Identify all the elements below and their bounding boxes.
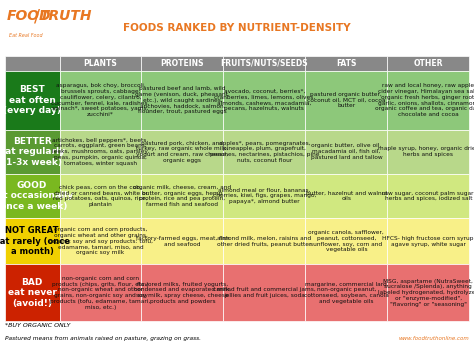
Bar bbox=[5, 174, 60, 218]
Text: organic corn and corn products,
organic wheat and other grains,
organic soy and : organic corn and corn products, organic … bbox=[48, 227, 153, 255]
Bar bbox=[305, 56, 387, 71]
Bar bbox=[223, 56, 305, 71]
Text: FOODS RANKED BY NUTRIENT-DENSITY: FOODS RANKED BY NUTRIENT-DENSITY bbox=[123, 23, 351, 33]
Text: BEST
eat often
(every day): BEST eat often (every day) bbox=[3, 85, 61, 115]
Text: margarine, commercial lard,
non-organic peanut,
cottonseed, soybean, canola
and : margarine, commercial lard, non-organic … bbox=[304, 282, 389, 304]
Bar bbox=[5, 130, 60, 174]
Text: Pastured means from animals raised on pasture, grazing on grass.: Pastured means from animals raised on pa… bbox=[5, 336, 201, 341]
Text: maple syrup, honey, organic dried
herbs and spices: maple syrup, honey, organic dried herbs … bbox=[378, 146, 474, 157]
Text: almond milk, melon, raisins and
other dried fruits, peanut butter: almond milk, melon, raisins and other dr… bbox=[217, 236, 311, 247]
Bar bbox=[60, 264, 142, 321]
Text: pastured beef and lamb, wild
game (venison, duck, pheasant,
etc.), wild caught s: pastured beef and lamb, wild game (venis… bbox=[135, 86, 230, 114]
Text: TRUTH: TRUTH bbox=[39, 9, 92, 23]
Bar bbox=[223, 174, 305, 218]
Text: FRUITS/NUTS/SEEDS: FRUITS/NUTS/SEEDS bbox=[220, 59, 308, 68]
Text: GOOD
eat occasionally
(once a week): GOOD eat occasionally (once a week) bbox=[0, 181, 73, 211]
Bar bbox=[387, 174, 469, 218]
Bar bbox=[305, 218, 387, 264]
Bar bbox=[305, 71, 387, 130]
Text: FOOD: FOOD bbox=[7, 9, 52, 23]
Text: pastured organic butter,
coconut oil, MCT oil, cocoa
butter: pastured organic butter, coconut oil, MC… bbox=[307, 92, 385, 108]
Bar bbox=[5, 71, 60, 130]
Text: HFCS- high fructose corn syrup,
agave syrup, white sugar: HFCS- high fructose corn syrup, agave sy… bbox=[382, 236, 474, 247]
Text: organic butter, olive oil,
macadamia oil, fish oil,
pastured lard and tallow: organic butter, olive oil, macadamia oil… bbox=[310, 144, 382, 160]
Text: artichokes, bell peppers*, beets,
carrots, eggplant, green beans,
leeks, mushroo: artichokes, bell peppers*, beets, carrot… bbox=[52, 138, 149, 166]
Text: organic milk, cheese, cream, and
butter, organic eggs, hemp
protein, rice and pe: organic milk, cheese, cream, and butter,… bbox=[133, 185, 231, 207]
Text: butter, hazelnut and walnut
oils: butter, hazelnut and walnut oils bbox=[306, 191, 387, 201]
Text: /: / bbox=[34, 8, 40, 26]
Text: www.foodtruthonline.com: www.foodtruthonline.com bbox=[399, 336, 469, 341]
Text: apples*, pears, pomegranates,
pineapple, plum, grapefruit,
peaches, nectarines, : apples*, pears, pomegranates, pineapple,… bbox=[210, 140, 319, 163]
Text: almond meal or flour, bananas,
cherries, kiwi, figs, grapes, mango,
papaya*, alm: almond meal or flour, bananas, cherries,… bbox=[213, 188, 316, 204]
Bar bbox=[5, 218, 60, 264]
Bar bbox=[60, 174, 142, 218]
Bar bbox=[223, 130, 305, 174]
Text: pastured pork, chicken, and
turkey, raw organic whole milk,
yogurt and cream, ra: pastured pork, chicken, and turkey, raw … bbox=[137, 140, 228, 163]
Text: canned fruit and commercial jams,
jellies and fruit juices, soda: canned fruit and commercial jams, jellie… bbox=[213, 287, 316, 298]
Bar bbox=[387, 130, 469, 174]
Bar bbox=[60, 218, 142, 264]
Bar bbox=[142, 130, 223, 174]
Text: organic canola, safflower,
peanut, cottonseed,
sunflower, soy, corn and
vegetabl: organic canola, safflower, peanut, cotto… bbox=[309, 230, 384, 252]
Bar bbox=[223, 71, 305, 130]
Text: *BUY ORGANIC ONLY: *BUY ORGANIC ONLY bbox=[5, 323, 70, 328]
Bar bbox=[142, 264, 223, 321]
Bar bbox=[142, 218, 223, 264]
Text: avocado, coconut, berries*,
cranberries, limes, lemons, olives,
almonds, cashews: avocado, coconut, berries*, cranberries,… bbox=[214, 89, 315, 111]
Text: BAD
eat never
(avoid!): BAD eat never (avoid!) bbox=[8, 278, 56, 308]
Text: factory-farmed eggs, meat, fish
and seafood: factory-farmed eggs, meat, fish and seaf… bbox=[136, 236, 229, 247]
Text: chick peas, corn on the cob,
dried or canned beans, white or
red potatoes, oats,: chick peas, corn on the cob, dried or ca… bbox=[54, 185, 148, 207]
Bar bbox=[60, 130, 142, 174]
Bar bbox=[305, 174, 387, 218]
Text: raw and local honey, raw apple
cider vinegar, Himalayan sea salt,
organic fresh : raw and local honey, raw apple cider vin… bbox=[375, 83, 474, 117]
Text: PROTEINS: PROTEINS bbox=[161, 59, 204, 68]
Bar bbox=[142, 174, 223, 218]
Bar bbox=[223, 264, 305, 321]
Bar bbox=[387, 56, 469, 71]
Text: Eat Real Food: Eat Real Food bbox=[9, 33, 42, 38]
Text: asparagus, bok choy, broccoli,
brussels sprouts, cabbage,
cauliflower, celery, c: asparagus, bok choy, broccoli, brussels … bbox=[51, 83, 150, 117]
Text: flavored milks, fruited yogurts,
condensed and evaporated milk,
soy milk, spray : flavored milks, fruited yogurts, condens… bbox=[134, 282, 231, 304]
Bar bbox=[5, 56, 60, 71]
Text: OTHER: OTHER bbox=[413, 59, 443, 68]
Text: raw sugar, coconut palm sugar,
herbs and spices, iodized salt: raw sugar, coconut palm sugar, herbs and… bbox=[382, 191, 474, 201]
Bar bbox=[60, 56, 142, 71]
Bar bbox=[305, 264, 387, 321]
Bar bbox=[387, 264, 469, 321]
Bar bbox=[223, 218, 305, 264]
Text: NOT GREAT
eat rarely (once
a month): NOT GREAT eat rarely (once a month) bbox=[0, 226, 70, 257]
Text: MSG, aspartame (NutraSweet,
sucralose /Splenda), anything
labeled hydrogenated, : MSG, aspartame (NutraSweet, sucralose /S… bbox=[378, 279, 474, 307]
Text: non-organic corn and corn
products (chips, grits, flour, etc.)
non-organic wheat: non-organic corn and corn products (chip… bbox=[50, 276, 151, 310]
Bar bbox=[5, 264, 60, 321]
Text: FATS: FATS bbox=[336, 59, 356, 68]
Text: PLANTS: PLANTS bbox=[83, 59, 118, 68]
Bar bbox=[60, 71, 142, 130]
Bar bbox=[387, 218, 469, 264]
Bar bbox=[142, 71, 223, 130]
Bar bbox=[387, 71, 469, 130]
Text: BETTER
eat regularly
(1-3x week): BETTER eat regularly (1-3x week) bbox=[0, 137, 65, 167]
Bar bbox=[305, 130, 387, 174]
Bar bbox=[142, 56, 223, 71]
